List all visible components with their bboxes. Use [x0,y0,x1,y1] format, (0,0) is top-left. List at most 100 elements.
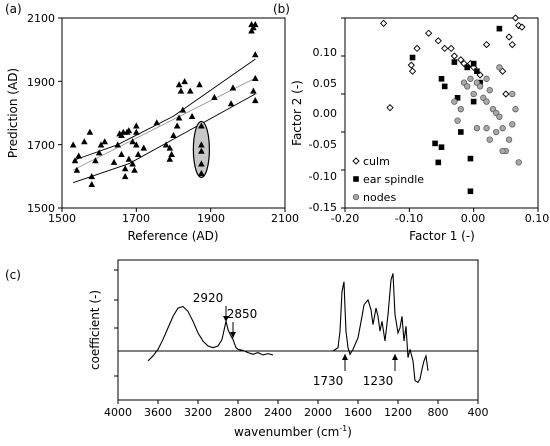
panel-b-point-ear-spindle [435,159,442,166]
panel-b-point-culm [413,44,421,53]
panel-c-spectrum-segment-1 [147,305,274,362]
panel-c-x-tick-label: 2400 [264,406,292,419]
annotation-2920: 2920 [193,291,224,305]
panel-b-point-ear-spindle [454,95,461,101]
legend-label-nodes: nodes [363,191,396,204]
panel-b-point-culm [447,44,455,53]
panel-c-x-tick-label: 4000 [104,406,132,419]
panel-b-point-culm [511,14,520,22]
panel-a-point [133,141,140,148]
panel-a-y-tick-label: 1900 [27,76,55,89]
panel-c-x-tick-label: 3200 [184,406,212,419]
panel-a-point [251,97,259,104]
panel-a-point [179,106,187,113]
panel-b-point-culm [450,52,459,60]
panel-a-point [251,21,259,28]
panel-b-point-ear-spindle [458,129,464,135]
panel-b-y-axis-label: Factor 2 (-) [290,80,304,146]
panel-a-label: (a) [5,2,22,16]
panel-a-lower-band [73,93,256,184]
panel-b-x-tick-label: -0.10 [395,212,423,225]
panel-b-point-culm [386,104,394,112]
panel-b-point-nodes [509,121,516,128]
panel-b-point-nodes [470,90,477,98]
panel-a-point [125,127,133,134]
panel-b-y-tick-label: -0.15 [309,201,337,214]
panel-a-highlighted-point [198,147,205,154]
panel-b-point-culm [434,37,442,45]
panel-b-point-ear-spindle [438,76,445,82]
panel-b-points [379,14,526,195]
panel-b-point-culm [457,56,465,64]
panel-a-regression-line [72,77,256,171]
panel-b-point-nodes [515,159,522,166]
panel-b-point-nodes [505,136,513,143]
panel-a-point [86,128,94,135]
panel-b-point-ear-spindle [467,188,474,195]
annotation-1730: 1730 [313,374,344,388]
panel-b: (b) 0.10 0.05 0.00 -0.05 -0.10 -0.15 -0.… [273,2,549,243]
panel-a-ticks [58,17,286,212]
panel-b-point-ear-spindle [451,59,458,65]
panel-b-point-nodes [493,128,500,136]
panel-b-point-nodes [473,125,481,132]
panel-a-point [88,173,96,180]
panel-a-x-tick-label: 1900 [197,212,225,225]
panel-b-point-culm [482,40,491,49]
panel-a-point [121,173,129,180]
panel-c-y-axis-label: coefficient (-) [88,290,102,370]
panel-b-point-culm [441,44,449,53]
panel-b-point-nodes [464,83,471,90]
panel-c-spectra [147,273,429,384]
panel-a-point [250,87,257,94]
panel-a-regression-lines [72,58,256,184]
panel-a-point [97,141,105,148]
panel-a-point [118,150,125,157]
arrow-2850-head [230,332,236,338]
arrow-2920-head [223,316,229,322]
panel-a-x-tick-label: 1500 [48,212,76,225]
panel-a-point [118,131,125,138]
panel-b-legend: culm ear spindle nodes [352,155,424,204]
panel-a-point [75,152,83,159]
panel-b-point-culm [502,90,510,98]
panel-a-point [133,128,140,135]
panel-b-point-nodes [496,64,503,71]
panel-a-frame [61,17,286,209]
panel-a-point [188,112,196,119]
panel-b-y-tick-labels: 0.10 0.05 0.00 -0.05 -0.10 -0.15 [309,46,337,214]
panel-a-point [251,74,259,81]
panel-a-point [175,81,183,88]
panel-b-point-ear-spindle [496,25,503,32]
panel-a-point [175,114,183,121]
panel-a-point [129,160,136,167]
panel-a-points [69,21,259,188]
panel-b-legend-markers [352,157,360,201]
panel-b-point-culm [505,33,513,41]
panel-b-x-tick-label: 0.00 [461,212,486,225]
panel-a-point [166,144,174,151]
panel-b-point-nodes [483,125,490,132]
panel-c: (c) 4000 3600 3200 2800 2400 2000 1600 1… [5,259,489,439]
panel-a-point [92,157,99,164]
panel-b-y-tick-label: -0.10 [309,170,337,183]
panel-a-point [162,141,170,148]
panel-a-point [133,122,140,129]
panel-c-x-tick-label: 2800 [224,406,252,419]
panel-c-x-tick-label: 1600 [344,406,372,419]
panel-a-point [186,87,194,94]
panel-a-y-tick-labels: 1500 1700 1900 2100 [27,12,55,215]
panel-a-point [173,122,181,129]
panel-b-point-nodes [476,83,484,90]
panel-b-label: (b) [273,2,290,16]
panel-a-point [110,158,118,165]
panel-a-point [88,180,96,188]
panel-a-x-tick-labels: 1500 1700 1900 2100 [48,212,299,225]
panel-b-y-tick-label: 0.05 [313,77,338,90]
panel-c-x-tick-label: 800 [428,406,449,419]
panel-b-x-axis-label: Factor 1 (-) [409,229,475,243]
panel-b-point-culm [408,67,417,75]
panel-b-point-nodes [457,106,464,113]
panel-b-point-ear-spindle [432,140,438,147]
panel-a-highlighted-point [198,141,205,148]
